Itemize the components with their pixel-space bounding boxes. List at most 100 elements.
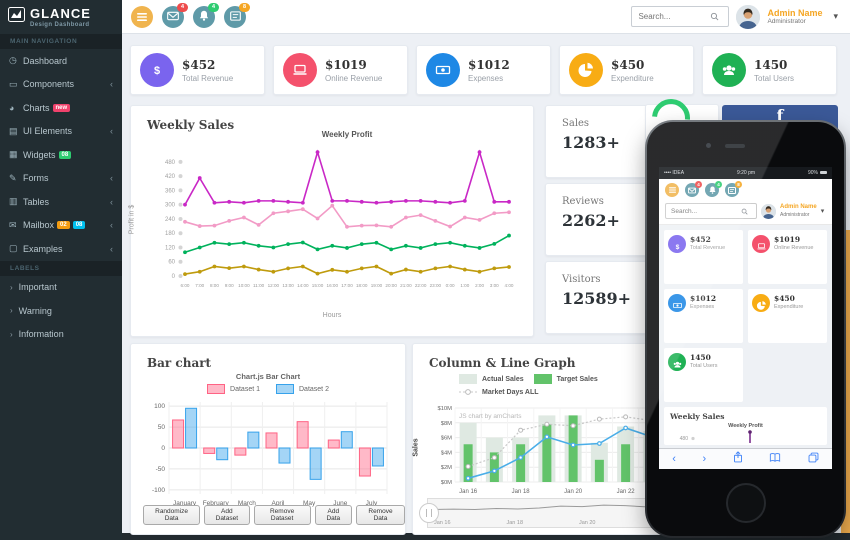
search-icon[interactable] bbox=[710, 8, 719, 26]
navigator-drag-handle[interactable] bbox=[419, 503, 439, 523]
user-info[interactable]: Admin Name Administrator bbox=[767, 8, 822, 26]
sidebar-item-label: Examples bbox=[23, 243, 63, 254]
add-data-button[interactable]: Add Data bbox=[314, 505, 352, 525]
phone-user-avatar[interactable] bbox=[761, 203, 776, 219]
phone-tasks-button[interactable]: 8 bbox=[725, 181, 742, 197]
svg-text:22:00: 22:00 bbox=[415, 283, 427, 288]
randomize-data-button[interactable]: Randomize Data bbox=[143, 505, 201, 525]
bookmarks-icon[interactable] bbox=[769, 450, 781, 468]
sidebar-item-mailbox[interactable]: ✉ Mailbox 02 08 ‹ bbox=[0, 214, 122, 238]
weekly-sales-chart[interactable]: 0 60 120 180 240 300 360 420 480 6:00 7:00 8:00 9:00… bbox=[145, 140, 519, 308]
phone-search-input[interactable] bbox=[669, 206, 741, 216]
svg-text:100: 100 bbox=[154, 403, 165, 410]
phone-messages-button-badge: 4 bbox=[695, 181, 702, 188]
phone-tasks-button-badge: 8 bbox=[735, 181, 742, 188]
phone-user-info[interactable]: Admin Name Administrator bbox=[780, 204, 817, 217]
add-dataset-button[interactable]: Add Dataset bbox=[204, 505, 250, 525]
phone-stat-text: $1019 Online Revenue bbox=[774, 235, 813, 252]
phone-stat-card-expenses[interactable]: $1012 Expenses bbox=[664, 289, 743, 343]
tasks-button[interactable]: 8 bbox=[224, 2, 250, 28]
sidebar-label-information[interactable]: › Information bbox=[0, 323, 122, 347]
sidebar-item-forms[interactable]: ✎ Forms ‹ bbox=[0, 167, 122, 191]
sidebar-item-components[interactable]: ▭ Components ‹ bbox=[0, 73, 122, 97]
chevron-down-icon[interactable]: ▾ bbox=[833, 11, 838, 21]
legend-item-market-days-all[interactable]: Market Days ALL bbox=[459, 388, 539, 396]
phone-stat-card-online-revenue[interactable]: $1019 Online Revenue bbox=[748, 230, 827, 284]
summary-value: 2262+ bbox=[562, 211, 620, 230]
phone-stat-value: $450 bbox=[774, 294, 795, 303]
phone-stat-value: $1012 bbox=[690, 294, 717, 303]
phone-chevron-down-icon[interactable]: ▾ bbox=[820, 208, 825, 215]
legend-label: Actual Sales bbox=[482, 375, 524, 383]
phone-search-icon[interactable] bbox=[741, 202, 748, 220]
tabs-icon[interactable] bbox=[808, 450, 819, 468]
stat-card-total-users[interactable]: 1450 Total Users bbox=[702, 45, 837, 95]
svg-text:10:00: 10:00 bbox=[238, 283, 250, 288]
phone-stat-text: $452 Total Revenue bbox=[690, 235, 725, 252]
sidebar-item-tables[interactable]: ▥ Tables ‹ bbox=[0, 190, 122, 214]
sidebar-item-widgets[interactable]: ▦ Widgets 08 bbox=[0, 143, 122, 167]
user-avatar[interactable] bbox=[736, 4, 761, 29]
stat-text: $452 Total Revenue bbox=[182, 58, 233, 83]
legend-swatch bbox=[207, 384, 226, 394]
phone-messages-button[interactable]: 4 bbox=[685, 181, 702, 197]
phone-stat-card-total-revenue[interactable]: $ $452 Total Revenue bbox=[664, 230, 743, 284]
summary-card-reviews[interactable]: Reviews 2262+ bbox=[545, 183, 655, 256]
weekly-y-axis-label: Profit in $ bbox=[128, 204, 136, 235]
stat-card-total-revenue[interactable]: $ $452 Total Revenue bbox=[130, 45, 265, 95]
phone-menu-button[interactable] bbox=[665, 183, 679, 197]
summary-card-visitors[interactable]: Visitors 12589+ bbox=[545, 261, 655, 334]
phone-stat-card-expenditure[interactable]: $450 Expenditure bbox=[748, 289, 827, 343]
phone-status-bar: •••• IDEA 9:20 pm 90% bbox=[659, 167, 832, 179]
pie-icon bbox=[752, 294, 770, 312]
dollar-icon: $ bbox=[140, 53, 174, 87]
sidebar-item-ui-elements[interactable]: ▤ UI Elements ‹ bbox=[0, 120, 122, 144]
legend-item-dataset-1[interactable]: Dataset 1 bbox=[207, 384, 260, 394]
laptop-icon bbox=[283, 53, 317, 87]
hamburger-icon bbox=[137, 8, 147, 26]
sidebar-badge: 08 bbox=[72, 221, 86, 230]
list-icon bbox=[229, 8, 241, 26]
phone-stat-card-total-users[interactable]: 1450 Total Users bbox=[664, 348, 743, 402]
messages-button[interactable]: 4 bbox=[162, 2, 188, 28]
sidebar-label-warning[interactable]: › Warning bbox=[0, 299, 122, 323]
tables-icon: ▥ bbox=[9, 196, 18, 207]
legend-item-target-sales[interactable]: Target Sales bbox=[533, 374, 598, 384]
legend-item-dataset-2[interactable]: Dataset 2 bbox=[276, 384, 329, 394]
phone-notifications-button[interactable]: 4 bbox=[705, 181, 722, 197]
sidebar-badge: 08 bbox=[58, 150, 72, 159]
svg-text:2:00: 2:00 bbox=[475, 283, 484, 288]
search-input[interactable] bbox=[636, 11, 711, 22]
legend-item-actual-sales[interactable]: Actual Sales bbox=[459, 374, 524, 384]
sidebar-label-important[interactable]: › Important bbox=[0, 276, 122, 300]
remove-data-button[interactable]: Remove Data bbox=[355, 505, 406, 525]
stat-card-expenses[interactable]: $1012 Expenses bbox=[416, 45, 551, 95]
app-logo[interactable]: GLANCE Design Dashboard bbox=[0, 0, 122, 34]
legend-swatch bbox=[459, 374, 477, 384]
legend-swatch bbox=[276, 384, 294, 394]
phone-bezel: •••• IDEA 9:20 pm 90% 4 4 8 bbox=[647, 122, 844, 536]
svg-text:480: 480 bbox=[680, 436, 689, 442]
forward-icon[interactable]: › bbox=[702, 452, 707, 465]
navigator-label: Jan 20 bbox=[578, 520, 596, 526]
phone-stats-grid: $ $452 Total Revenue $1019 Online Revenue $10… bbox=[659, 225, 832, 407]
back-icon[interactable]: ‹ bbox=[672, 452, 676, 465]
svg-text:$10M: $10M bbox=[437, 406, 452, 412]
remove-dataset-button[interactable]: Remove Dataset bbox=[253, 505, 311, 525]
summary-card-sales[interactable]: Sales 1283+ bbox=[545, 105, 655, 178]
svg-text:60: 60 bbox=[168, 260, 175, 266]
share-icon[interactable] bbox=[733, 450, 743, 468]
sidebar-item-charts[interactable]: ◕ Charts new bbox=[0, 96, 122, 120]
stat-card-expenditure[interactable]: $450 Expenditure bbox=[559, 45, 694, 95]
menu-toggle-button[interactable] bbox=[131, 5, 153, 28]
notifications-button[interactable]: 4 bbox=[193, 2, 219, 28]
bar-chart-plot[interactable]: -100 -50 0 50 100 January February March April Ma… bbox=[141, 398, 393, 514]
sidebar-item-examples[interactable]: ▢ Examples ‹ bbox=[0, 237, 122, 261]
column-line-plot[interactable]: $0M $2M $4M $6M $8M $10M JS chart by amCharts J… bbox=[421, 404, 673, 500]
phone-stat-value: 1450 bbox=[690, 353, 711, 362]
sidebar-item-dashboard[interactable]: ◷ Dashboard bbox=[0, 49, 122, 73]
phone-home-button[interactable] bbox=[725, 483, 766, 523]
stat-card-online-revenue[interactable]: $1019 Online Revenue bbox=[273, 45, 408, 95]
svg-text:21:00: 21:00 bbox=[400, 283, 412, 288]
